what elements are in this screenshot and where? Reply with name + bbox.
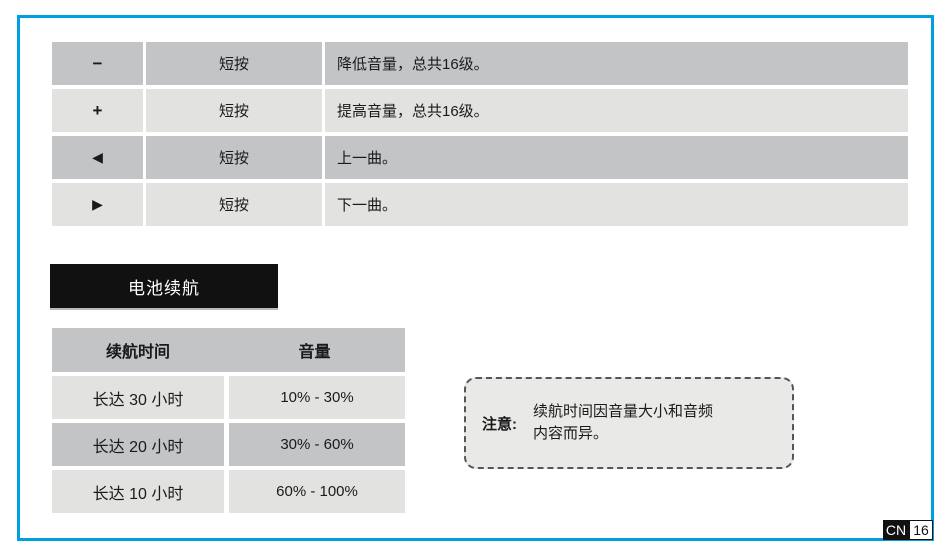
note-text: 续航时间因音量大小和音频内容而异。 [533, 403, 714, 442]
page-border-frame [17, 15, 934, 541]
next-track-action: 短按 [146, 183, 322, 226]
volume-up-action: 短按 [146, 89, 322, 132]
note-box: 注意: 续航时间因音量大小和音频内容而异。 [464, 377, 794, 469]
language-badge: CN [883, 520, 909, 540]
note-label: 注意: [482, 415, 517, 433]
next-track-symbol: ▶ [52, 183, 143, 226]
controls-table: − 短按 降低音量，总共16级。 + 短按 提高音量，总共16级。 ◀ 短按 上… [52, 42, 908, 226]
next-track-description: 下一曲。 [325, 183, 908, 226]
battery-table-header: 续航时间 音量 [52, 328, 405, 372]
battery-duration-cell: 长达 30 小时 [52, 376, 224, 419]
battery-duration-cell: 长达 20 小时 [52, 423, 224, 466]
battery-table-row: 长达 10 小时 60% - 100% [52, 470, 405, 513]
volume-down-action: 短按 [146, 42, 322, 85]
battery-volume-cell: 30% - 60% [229, 423, 405, 466]
battery-volume-cell: 60% - 100% [229, 470, 405, 513]
page-number: 16 [909, 520, 933, 540]
battery-section-title: 电池续航 [50, 264, 278, 308]
previous-track-action: 短按 [146, 136, 322, 179]
battery-table-row: 长达 20 小时 30% - 60% [52, 423, 405, 466]
previous-track-description: 上一曲。 [325, 136, 908, 179]
battery-duration-cell: 长达 10 小时 [52, 470, 224, 513]
volume-up-symbol: + [52, 89, 143, 132]
battery-header-duration: 续航时间 [105, 344, 170, 361]
battery-volume-cell: 10% - 30% [229, 376, 405, 419]
previous-track-symbol: ◀ [52, 136, 143, 179]
volume-up-description: 提高音量，总共16级。 [325, 89, 908, 132]
battery-table-row: 长达 30 小时 10% - 30% [52, 376, 405, 419]
battery-header-volume: 音量 [298, 344, 331, 361]
page-marker: CN 16 [883, 520, 933, 540]
volume-down-description: 降低音量，总共16级。 [325, 42, 908, 85]
volume-down-symbol: − [52, 42, 143, 85]
